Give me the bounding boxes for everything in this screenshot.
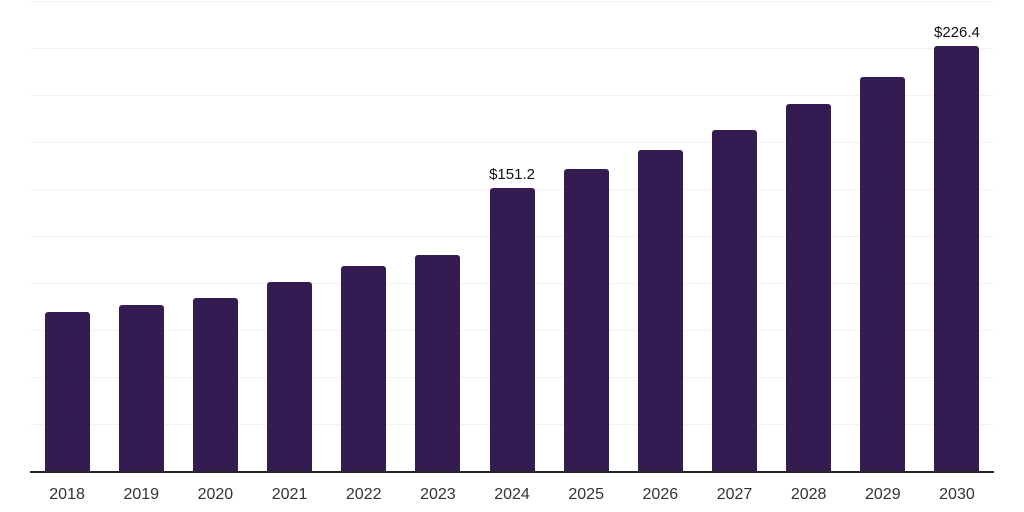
bar-2026 [637,149,683,472]
bar-2018 [44,311,90,472]
bars-container: $151.2 $226.4 [30,2,994,472]
bar-2023 [415,254,461,472]
x-tick-label-2020: 2020 [197,486,234,503]
gridline-175 [30,142,994,143]
x-tick-label-2024: 2024 [494,486,530,503]
bar-value-label-2024: $151.2 [489,165,535,183]
x-tick-label-2029: 2029 [865,486,901,503]
bar-2030: $226.4 [934,24,980,472]
bar-column-2030: $226.4 [920,2,994,472]
bar-2022 [341,265,387,472]
bar-2027 [711,130,757,472]
bar-2019 [118,305,164,472]
x-tick-label-2030: 2030 [939,486,975,503]
x-axis-line [30,471,994,473]
bar-2029 [860,77,906,472]
bar-column-2026 [623,2,697,472]
bar-column-2025 [549,2,623,472]
bar-2028 [786,103,832,472]
bar-value-label-2030: $226.4 [934,24,980,42]
x-tick-label-2026: 2026 [642,486,679,503]
bar-column-2029 [846,2,920,472]
x-axis-labels: 2018 2019 2020 2021 2022 2023 2024 2025 2026 2027… [30,472,994,512]
bar-column-2027 [697,2,771,472]
bar-column-2028 [772,2,846,472]
bar-column-2022 [327,2,401,472]
x-tick-label-2019: 2019 [123,486,160,503]
bar-column-2023 [401,2,475,472]
bar-column-2021 [252,2,326,472]
bar-column-2018 [30,2,104,472]
bar-2024: $151.2 [489,166,535,472]
x-tick-label-2027: 2027 [716,486,753,503]
bar-column-2024: $151.2 [475,2,549,472]
x-tick-label-2028: 2028 [790,486,827,503]
x-tick-label-2023: 2023 [420,486,456,503]
gridline-250 [30,1,994,2]
x-tick-label-2018: 2018 [49,486,85,503]
x-tick-label-2025: 2025 [568,486,604,503]
x-tick-label-2021: 2021 [271,486,308,503]
gridline-225 [30,48,994,49]
bar-2021 [267,281,313,472]
gridline-200 [30,95,994,96]
x-tick-label-2022: 2022 [345,486,382,503]
bar-column-2020 [178,2,252,472]
plot-area: $151.2 $226.4 [30,1,994,473]
bar-column-2019 [104,2,178,472]
bar-2020 [192,297,238,472]
bar-2025 [563,169,609,472]
